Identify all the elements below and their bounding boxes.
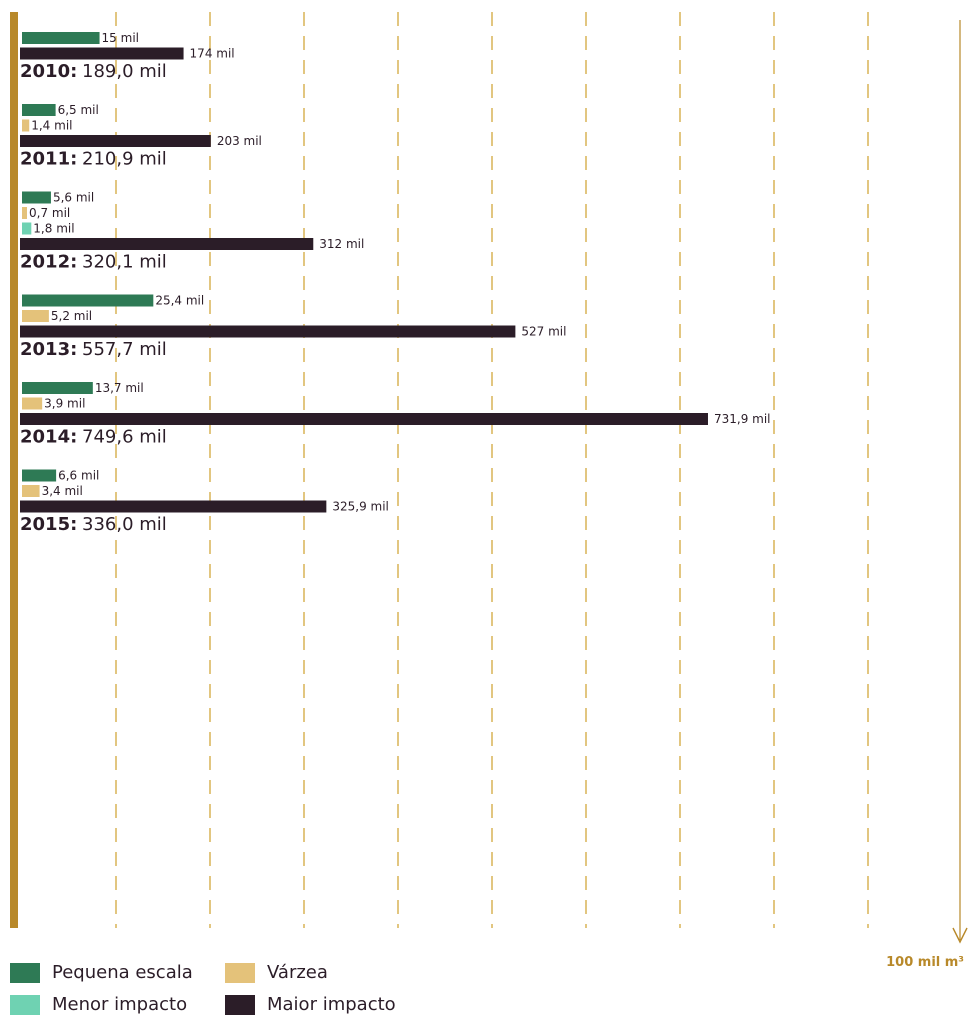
bar-maior-impacto-remainder [20, 413, 708, 425]
legend-label-pequena-escala: Pequena escala [52, 962, 193, 983]
bar-value-label: 325,9 mil [332, 500, 389, 514]
year-label: 2015: [20, 514, 77, 535]
bar-value-label: 3,9 mil [44, 397, 85, 411]
legend-item-pequena-escala: Pequena escala [10, 962, 193, 983]
legend-swatch-pequena-escala [10, 962, 40, 983]
legend-item-maior-impacto: Maior impacto [225, 994, 396, 1015]
bar-value-label: 1,4 mil [31, 119, 72, 133]
labels-layer: 15 mil 174 mil 2010: 189,0 mil 6,5 mil 1,4 mi… [20, 31, 771, 535]
bar-value-label: 6,5 mil [58, 103, 99, 117]
unit-label: 100 mil m³ [886, 955, 964, 970]
bar-value-label: 6,6 mil [58, 469, 99, 483]
year-total-label: 749,6 mil [82, 427, 167, 448]
bar-maior-impacto-remainder [20, 325, 516, 338]
bar-value-label: 731,9 mil [714, 412, 771, 426]
bar-pequena-escala [22, 191, 51, 204]
year-total-label: 320,1 mil [82, 252, 167, 273]
bar-menor-impacto [22, 222, 32, 235]
bar-value-label: 1,8 mil [33, 222, 74, 236]
legend-label-varzea: Várzea [267, 962, 328, 983]
bar-value-label: 312 mil [319, 237, 364, 251]
bar-pequena-escala [22, 32, 100, 44]
bar-pequena-escala [22, 104, 56, 116]
bar-value-label: 25,4 mil [155, 294, 204, 308]
scale-arrow-head-icon [952, 927, 968, 944]
legend-item-menor-impacto: Menor impacto [10, 994, 187, 1015]
year-label: 2011: [20, 149, 77, 170]
bar-value-label: 5,6 mil [53, 191, 94, 205]
legend-swatch-menor-impacto [10, 994, 40, 1015]
year-label: 2013: [20, 339, 77, 360]
bar-value-label: 3,4 mil [42, 484, 83, 498]
bar-pequena-escala [22, 469, 57, 482]
bar-value-label: 5,2 mil [51, 309, 92, 323]
year-total-label: 557,7 mil [82, 339, 167, 360]
year-total-label: 210,9 mil [82, 149, 167, 170]
year-total-label: 336,0 mil [82, 514, 167, 535]
bar-value-label: 527 mil [521, 325, 566, 339]
year-total-label: 189,0 mil [82, 61, 167, 82]
year-label: 2012: [20, 252, 77, 273]
bar-maior-impacto-remainder [20, 500, 327, 513]
bar-varzea [22, 119, 30, 132]
bar-pequena-escala [22, 382, 93, 394]
bar-value-label: 0,7 mil [29, 206, 70, 220]
legend-label-maior-impacto: Maior impacto [267, 994, 396, 1015]
bar-value-label: 174 mil [190, 47, 235, 61]
bar-value-label: 13,7 mil [95, 381, 144, 395]
bar-pequena-escala [22, 294, 154, 307]
y-axis-bar [10, 12, 18, 928]
bar-varzea [22, 397, 43, 410]
year-label: 2010: [20, 61, 77, 82]
legend-label-menor-impacto: Menor impacto [52, 994, 188, 1015]
bar-maior-impacto-remainder [20, 47, 184, 60]
gridlines [10, 12, 968, 944]
year-label: 2014: [20, 427, 77, 448]
bars-layer [20, 32, 708, 513]
bar-value-label: 15 mil [102, 31, 139, 45]
bar-varzea [22, 310, 49, 322]
bar-varzea [22, 207, 27, 219]
legend-item-varzea: Várzea [225, 962, 328, 983]
legend-swatch-maior-impacto [225, 994, 255, 1015]
bar-maior-impacto-remainder [20, 135, 211, 147]
bar-varzea [22, 485, 40, 497]
bar-value-label: 203 mil [217, 134, 262, 148]
legend-swatch-varzea [225, 962, 255, 983]
bar-maior-impacto-remainder [20, 238, 314, 250]
